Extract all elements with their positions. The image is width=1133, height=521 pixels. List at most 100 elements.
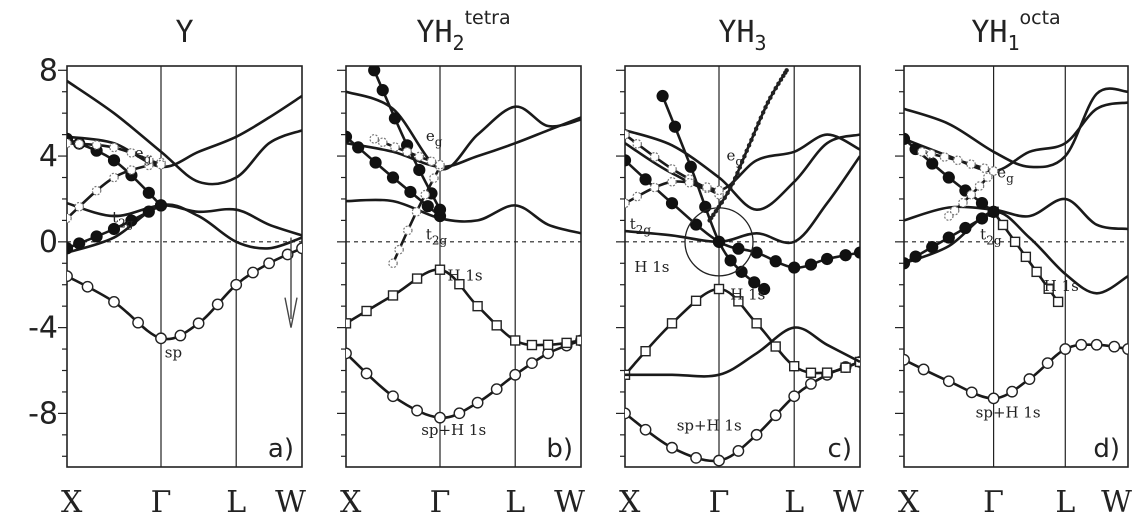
- band-marker-open-circle: [1090, 338, 1103, 351]
- band-marker-open-circle: [411, 404, 423, 417]
- band-marker-open-circle: [942, 375, 955, 388]
- band-marker-small-dot: [778, 77, 784, 82]
- band-annotation: eg: [727, 146, 744, 168]
- band-marker-filled-circle: [352, 141, 365, 154]
- band-marker-small-dot: [758, 115, 764, 120]
- x-tick-label: Γ: [151, 485, 172, 520]
- band-marker-filled-circle: [125, 214, 138, 227]
- band-marker-open-square: [690, 295, 702, 307]
- band-marker-open-diamond: [91, 140, 102, 150]
- band-annotation: H 1s: [730, 286, 765, 304]
- band-marker-open-square: [561, 337, 572, 349]
- band-marker-small-dot: [760, 110, 766, 115]
- band-marker-open-circle: [360, 367, 373, 380]
- band-annotation: eg: [997, 164, 1014, 186]
- band-marker-open-circle: [263, 257, 275, 270]
- band-marker-open-square: [454, 278, 465, 290]
- x-tick-label: Γ: [430, 485, 451, 520]
- band-marker-open-diamond: [966, 159, 976, 169]
- band-marker-open-square: [510, 335, 521, 346]
- band-marker-filled-circle: [804, 258, 818, 271]
- band-marker-filled-circle: [665, 197, 679, 210]
- band-marker-open-circle: [904, 353, 910, 366]
- bands: [904, 87, 1128, 405]
- band-marker-open-square: [1052, 296, 1064, 308]
- panel-title: YH2tetra: [416, 7, 510, 55]
- band-marker-filled-circle: [769, 255, 782, 268]
- band-marker-open-square: [361, 305, 372, 317]
- band-marker-filled-circle: [942, 231, 955, 244]
- band-marker-filled-circle: [107, 222, 121, 236]
- band-marker-open-square: [751, 318, 762, 329]
- band-marker-open-circle: [509, 368, 522, 381]
- band-annotation: t2g: [426, 226, 448, 248]
- band-marker-filled-circle: [853, 246, 860, 259]
- band-marker-open-circle: [387, 390, 399, 403]
- band-marker-open-circle: [296, 242, 302, 255]
- band-marker-open-diamond: [649, 182, 660, 193]
- band-marker-open-square: [1009, 236, 1021, 248]
- band-marker-open-diamond: [144, 154, 154, 165]
- band-marker-open-diamond: [625, 198, 630, 209]
- band-marker-filled-circle: [839, 249, 852, 262]
- band-marker-small-dot: [776, 81, 781, 86]
- y-tick-label: -8: [28, 396, 58, 431]
- band-marker-open-circle: [192, 317, 205, 330]
- band-marker-open-diamond: [435, 159, 445, 170]
- band-marker-open-circle: [1023, 373, 1036, 385]
- band-marker-open-circle: [1108, 340, 1121, 353]
- band-marker-filled-circle: [689, 218, 703, 231]
- band-marker-filled-circle: [346, 130, 353, 143]
- band-marker-filled-circle: [142, 205, 155, 218]
- band-marker-small-dot: [765, 100, 771, 105]
- band-marker-open-diamond: [966, 189, 976, 200]
- band-marker-open-circle: [81, 280, 94, 293]
- band-marker-small-dot: [756, 121, 761, 126]
- band-marker-small-dot: [751, 132, 756, 137]
- x-tick-label: L: [226, 485, 246, 520]
- band-marker-open-diamond: [156, 159, 166, 170]
- band-marker-small-dot: [711, 212, 716, 218]
- band-line: [346, 116, 581, 169]
- band-marker-open-square: [821, 367, 833, 378]
- band-marker-open-diamond: [429, 173, 439, 184]
- band-marker-open-circle: [247, 266, 259, 279]
- band-marker-open-diamond: [369, 134, 379, 144]
- x-tick-label: L: [784, 485, 804, 520]
- band-annotation: sp+H 1s: [677, 417, 742, 435]
- band-marker-open-circle: [526, 357, 538, 370]
- band-marker-small-dot: [722, 195, 727, 200]
- band-marker-filled-circle: [748, 276, 761, 289]
- band-marker-open-diamond: [702, 182, 712, 192]
- band-marker-open-diamond: [420, 189, 431, 200]
- band-marker-open-diamond: [917, 146, 927, 157]
- panel-frame: [624, 65, 861, 468]
- x-tick-label: X: [619, 485, 641, 520]
- band-marker-small-dot: [746, 143, 752, 148]
- band-marker-open-diamond: [390, 142, 400, 152]
- band-marker-filled-circle: [904, 257, 911, 270]
- band-marker-filled-circle: [376, 84, 389, 97]
- band-marker-filled-circle: [987, 205, 1000, 218]
- band-marker-open-diamond: [67, 213, 72, 224]
- band-marker-filled-circle: [404, 185, 417, 199]
- band-marker-open-diamond: [632, 191, 642, 202]
- band-marker-open-diamond: [377, 137, 388, 148]
- band-marker-open-square: [434, 264, 446, 275]
- band-marker-open-diamond: [414, 151, 425, 162]
- band-line: [346, 198, 581, 235]
- band-line: [346, 90, 581, 171]
- band-marker-small-dot: [737, 165, 742, 170]
- band-annotation: H 1s: [448, 266, 483, 284]
- band-marker-open-circle: [67, 270, 73, 283]
- band-annotation: t2g: [630, 215, 652, 237]
- band-marker-filled-circle: [421, 200, 434, 213]
- band-marker-small-dot: [753, 126, 759, 131]
- band-marker-filled-circle: [684, 160, 697, 173]
- band-marker-open-diamond: [632, 139, 642, 149]
- band-marker-small-dot: [728, 186, 733, 191]
- band-marker-open-diamond: [126, 165, 137, 175]
- panel-frame: [345, 65, 582, 468]
- band-panel-3: eg t2g H 1s H 1s sp+H 1s c) X Γ L W YH3: [616, 15, 864, 520]
